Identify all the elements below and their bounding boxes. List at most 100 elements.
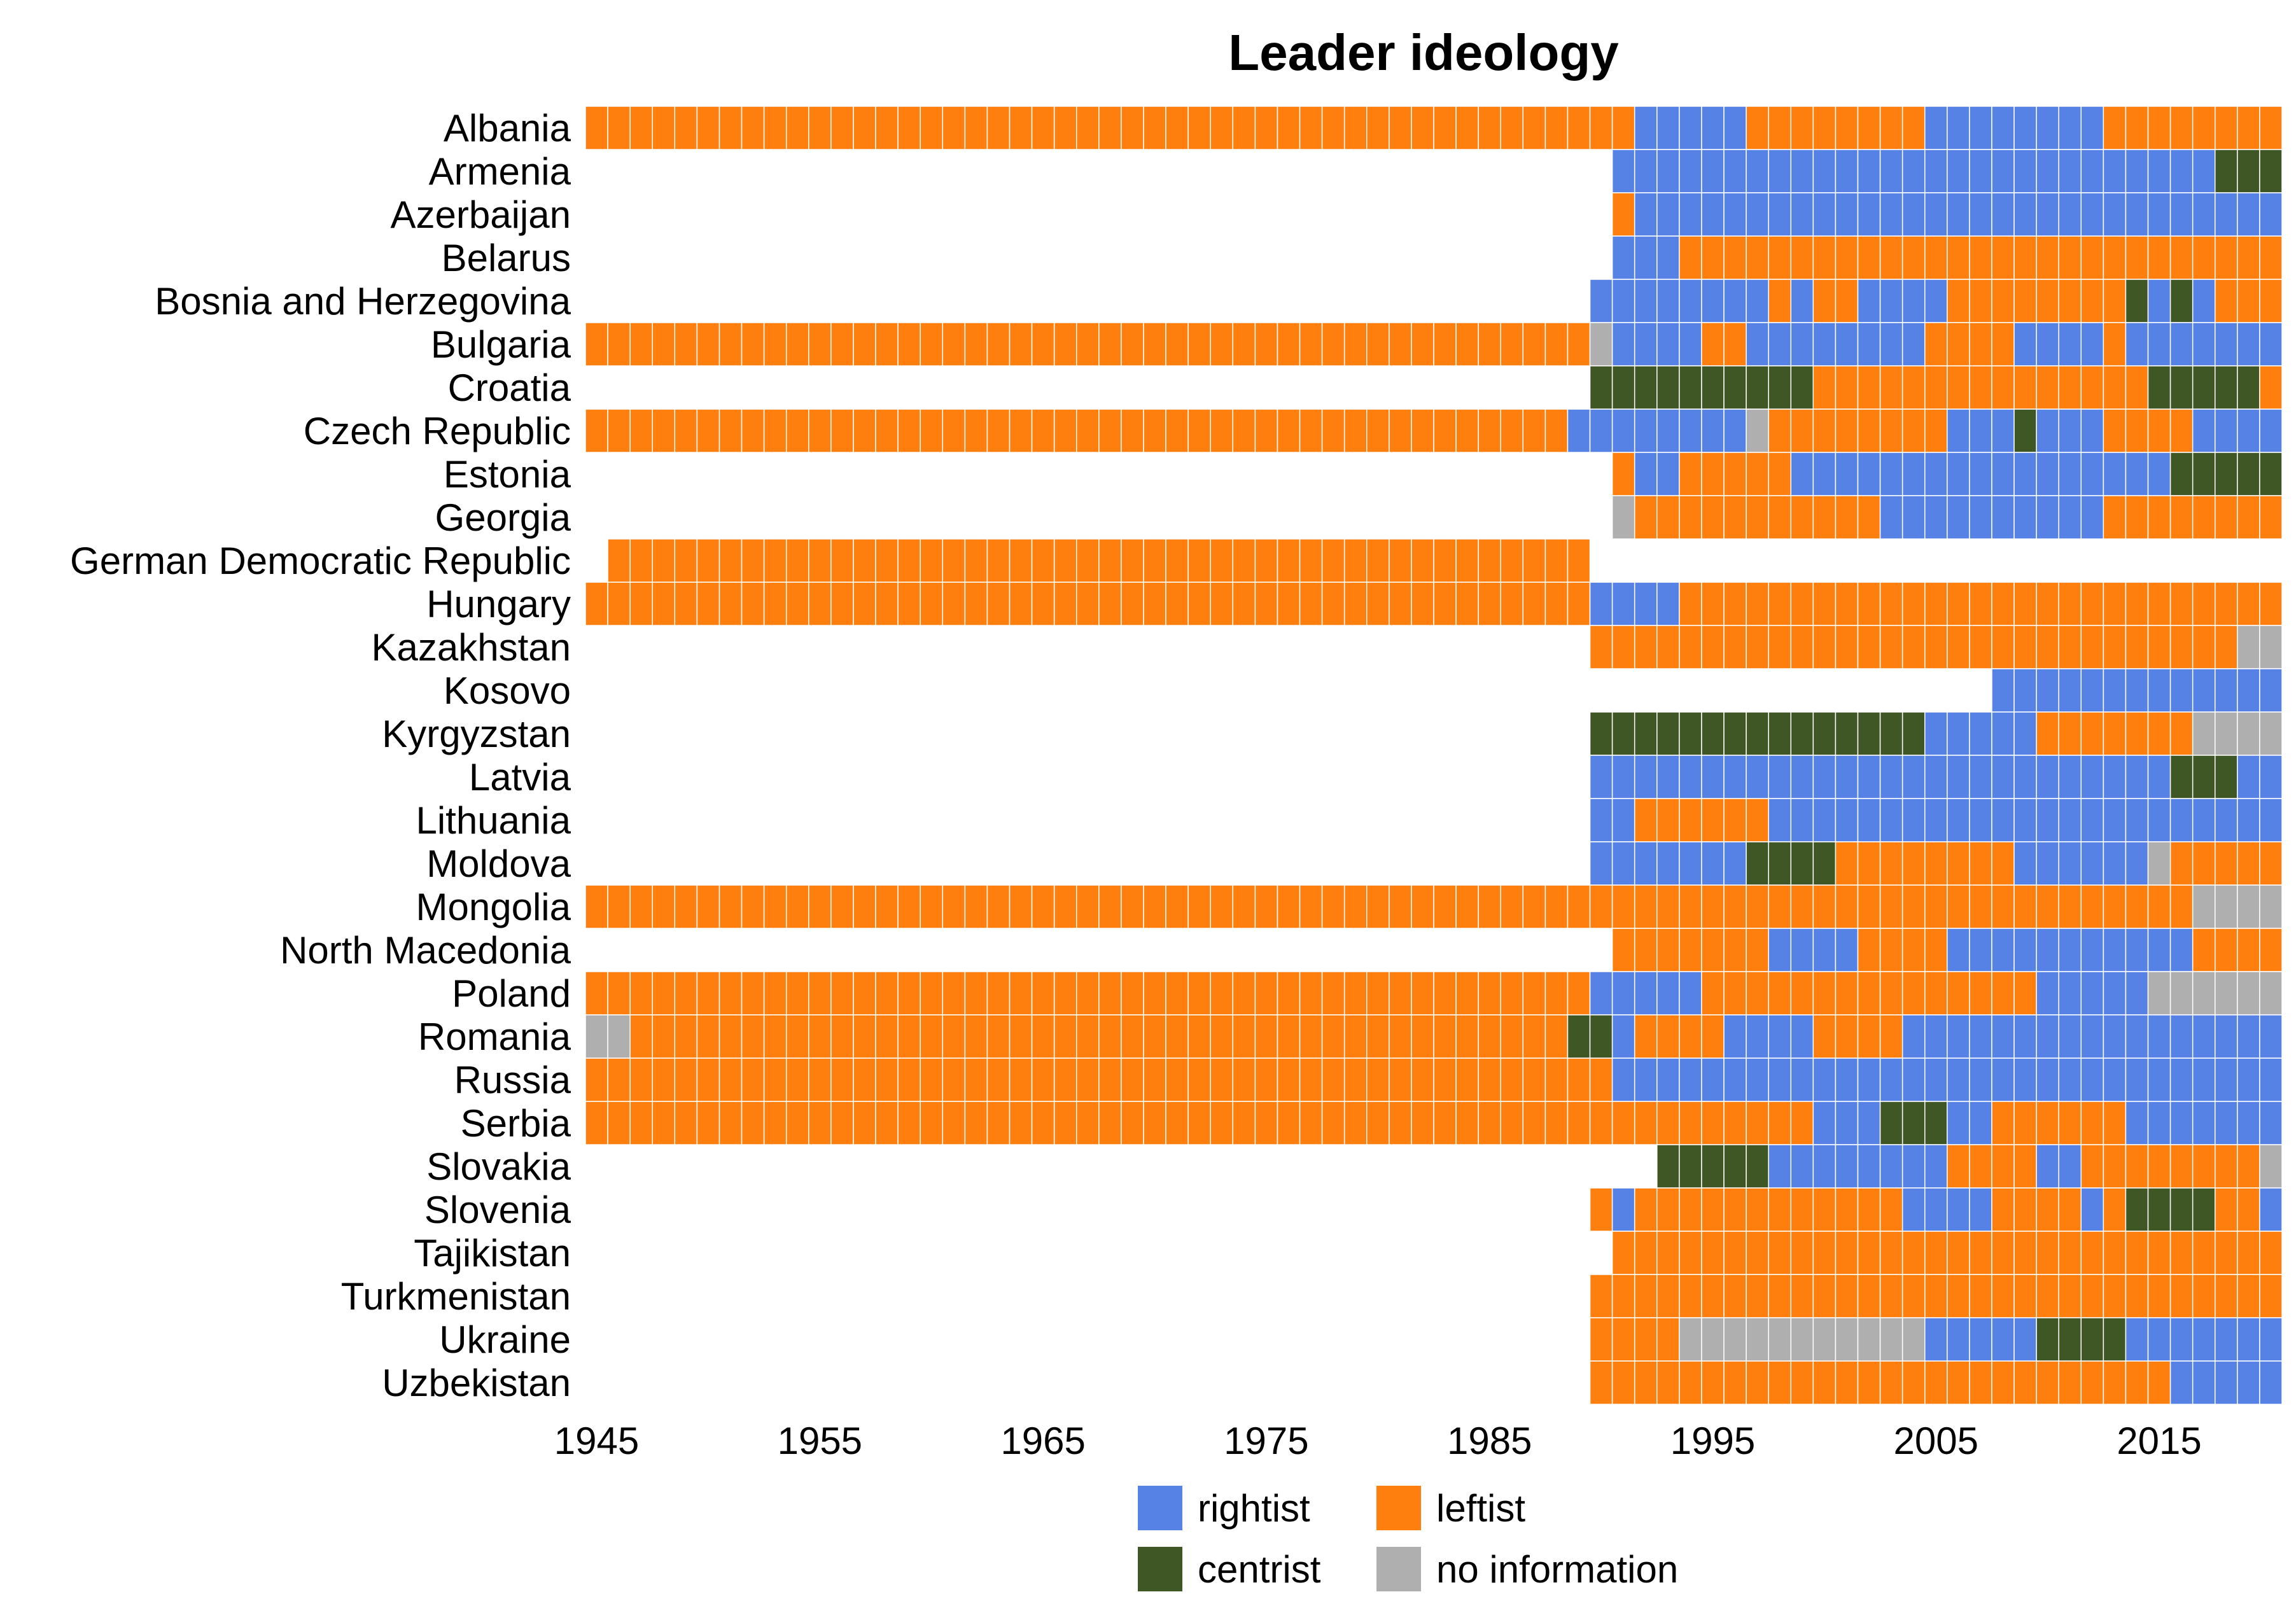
cell-moldova-2018-leftist <box>2215 841 2238 886</box>
cell-bulgaria-1995-leftist <box>1701 322 1725 367</box>
heatmap-cells <box>585 106 2283 1405</box>
cell-german-democratic-republic-1984-leftist <box>1455 538 1479 583</box>
cell-lithuania-2020-rightist <box>2259 798 2283 842</box>
cell-russia-2008-rightist <box>1991 1058 2015 1102</box>
cell-armenia-2009-rightist <box>2013 149 2037 193</box>
cell-bulgaria-1999-rightist <box>1790 322 1814 367</box>
cell-georgia-2011-rightist <box>2058 495 2082 540</box>
cell-turkmenistan-1995-leftist <box>1701 1274 1725 1318</box>
cell-croatia-1993-centrist <box>1656 365 1680 410</box>
cell-belarus-2009-leftist <box>2013 235 2037 280</box>
country-label-ukraine: Ukraine <box>439 1318 571 1361</box>
cell-poland-2009-leftist <box>2013 971 2037 1016</box>
country-label-estonia: Estonia <box>444 453 571 496</box>
country-label-armenia: Armenia <box>429 150 571 193</box>
legend-label-no-information: no information <box>1436 1548 1678 1591</box>
cell-russia-1979-leftist <box>1343 1058 1368 1102</box>
cell-serbia-1978-leftist <box>1321 1101 1345 1145</box>
row-lithuania <box>1589 798 2283 842</box>
cell-moldova-1996-rightist <box>1723 841 1747 886</box>
cell-georgia-1992-leftist <box>1634 495 1658 540</box>
cell-ukraine-1997-no-information <box>1746 1317 1769 1362</box>
cell-ukraine-2015-rightist <box>2147 1317 2171 1362</box>
cell-russia-1996-rightist <box>1723 1058 1747 1102</box>
cell-tajikistan-2017-leftist <box>2192 1231 2216 1275</box>
cell-moldova-2019-leftist <box>2237 841 2260 886</box>
cell-hungary-1962-leftist <box>964 582 988 626</box>
cell-bosnia-and-herzegovina-1990-rightist <box>1589 279 1613 323</box>
cell-albania-1946-leftist <box>607 106 631 150</box>
cell-czech-republic-1997-no-information <box>1746 408 1769 453</box>
cell-latvia-2007-rightist <box>1969 755 1992 799</box>
cell-croatia-2020-leftist <box>2259 365 2283 410</box>
cell-uzbekistan-2000-leftist <box>1812 1360 1837 1405</box>
cell-serbia-1949-leftist <box>674 1101 698 1145</box>
cell-serbia-2012-leftist <box>2080 1101 2104 1145</box>
cell-mongolia-1973-leftist <box>1210 884 1234 929</box>
cell-kazakhstan-2000-leftist <box>1812 625 1837 669</box>
cell-russia-2018-rightist <box>2215 1058 2238 1102</box>
cell-uzbekistan-2014-leftist <box>2125 1360 2149 1405</box>
cell-serbia-1987-leftist <box>1522 1101 1546 1145</box>
cell-czech-republic-1999-leftist <box>1790 408 1814 453</box>
cell-bulgaria-2015-rightist <box>2147 322 2171 367</box>
cell-romania-1978-leftist <box>1321 1014 1345 1059</box>
cell-romania-1984-leftist <box>1455 1014 1479 1059</box>
cell-russia-1973-leftist <box>1210 1058 1234 1102</box>
cell-estonia-2000-rightist <box>1812 452 1837 496</box>
cell-romania-2000-leftist <box>1812 1014 1837 1059</box>
cell-estonia-2010-rightist <box>2036 452 2059 496</box>
cell-poland-2002-leftist <box>1857 971 1881 1016</box>
cell-turkmenistan-2019-leftist <box>2237 1274 2260 1318</box>
cell-czech-republic-1994-rightist <box>1679 408 1702 453</box>
cell-czech-republic-1985-leftist <box>1478 408 1501 453</box>
x-tick-label-1975: 1975 <box>1224 1420 1308 1462</box>
cell-lithuania-2005-rightist <box>1924 798 1948 842</box>
cell-armenia-1997-rightist <box>1746 149 1769 193</box>
cell-georgia-2010-rightist <box>2036 495 2059 540</box>
cell-ukraine-2011-centrist <box>2058 1317 2082 1362</box>
cell-poland-1989-leftist <box>1567 971 1591 1016</box>
cell-serbia-1983-leftist <box>1433 1101 1457 1145</box>
cell-turkmenistan-1991-leftist <box>1611 1274 1635 1318</box>
cell-bulgaria-1990-no-information <box>1589 322 1613 367</box>
cell-turkmenistan-2006-leftist <box>1947 1274 1970 1318</box>
cell-bulgaria-2016-rightist <box>2169 322 2194 367</box>
cell-tajikistan-2010-leftist <box>2036 1231 2059 1275</box>
cell-tajikistan-2005-leftist <box>1924 1231 1948 1275</box>
cell-albania-2005-rightist <box>1924 106 1948 150</box>
cell-bosnia-and-herzegovina-2010-leftist <box>2036 279 2059 323</box>
cell-russia-2017-rightist <box>2192 1058 2216 1102</box>
cell-russia-1950-leftist <box>696 1058 720 1102</box>
cell-croatia-1998-centrist <box>1768 365 1792 410</box>
cell-kyrgyzstan-1998-centrist <box>1768 711 1792 756</box>
cell-bulgaria-1970-leftist <box>1143 322 1166 367</box>
cell-poland-1956-leftist <box>830 971 854 1016</box>
cell-lithuania-2007-rightist <box>1969 798 1992 842</box>
cell-hungary-2018-leftist <box>2215 582 2238 626</box>
cell-russia-1969-leftist <box>1121 1058 1144 1102</box>
cell-german-democratic-republic-1977-leftist <box>1299 538 1323 583</box>
cell-albania-2019-leftist <box>2237 106 2260 150</box>
cell-albania-1950-leftist <box>696 106 720 150</box>
cell-russia-2005-rightist <box>1924 1058 1948 1102</box>
cell-moldova-2007-leftist <box>1969 841 1992 886</box>
cell-latvia-2020-rightist <box>2259 755 2283 799</box>
cell-kosovo-2010-rightist <box>2036 668 2059 713</box>
cell-albania-1980-leftist <box>1366 106 1390 150</box>
cell-serbia-1965-leftist <box>1031 1101 1055 1145</box>
cell-belarus-2015-leftist <box>2147 235 2171 280</box>
cell-albania-1976-leftist <box>1277 106 1301 150</box>
cell-bulgaria-1966-leftist <box>1053 322 1077 367</box>
cell-moldova-2010-rightist <box>2036 841 2059 886</box>
cell-albania-1972-leftist <box>1187 106 1211 150</box>
cell-slovenia-2018-leftist <box>2215 1187 2238 1232</box>
cell-north-macedonia-1999-rightist <box>1790 928 1814 972</box>
cell-albania-1993-rightist <box>1656 106 1680 150</box>
cell-armenia-2004-rightist <box>1901 149 1926 193</box>
cell-slovakia-2008-leftist <box>1991 1144 2015 1189</box>
cell-moldova-2014-rightist <box>2125 841 2149 886</box>
cell-slovakia-2007-leftist <box>1969 1144 1992 1189</box>
cell-kosovo-2015-rightist <box>2147 668 2171 713</box>
cell-kosovo-2009-rightist <box>2013 668 2037 713</box>
